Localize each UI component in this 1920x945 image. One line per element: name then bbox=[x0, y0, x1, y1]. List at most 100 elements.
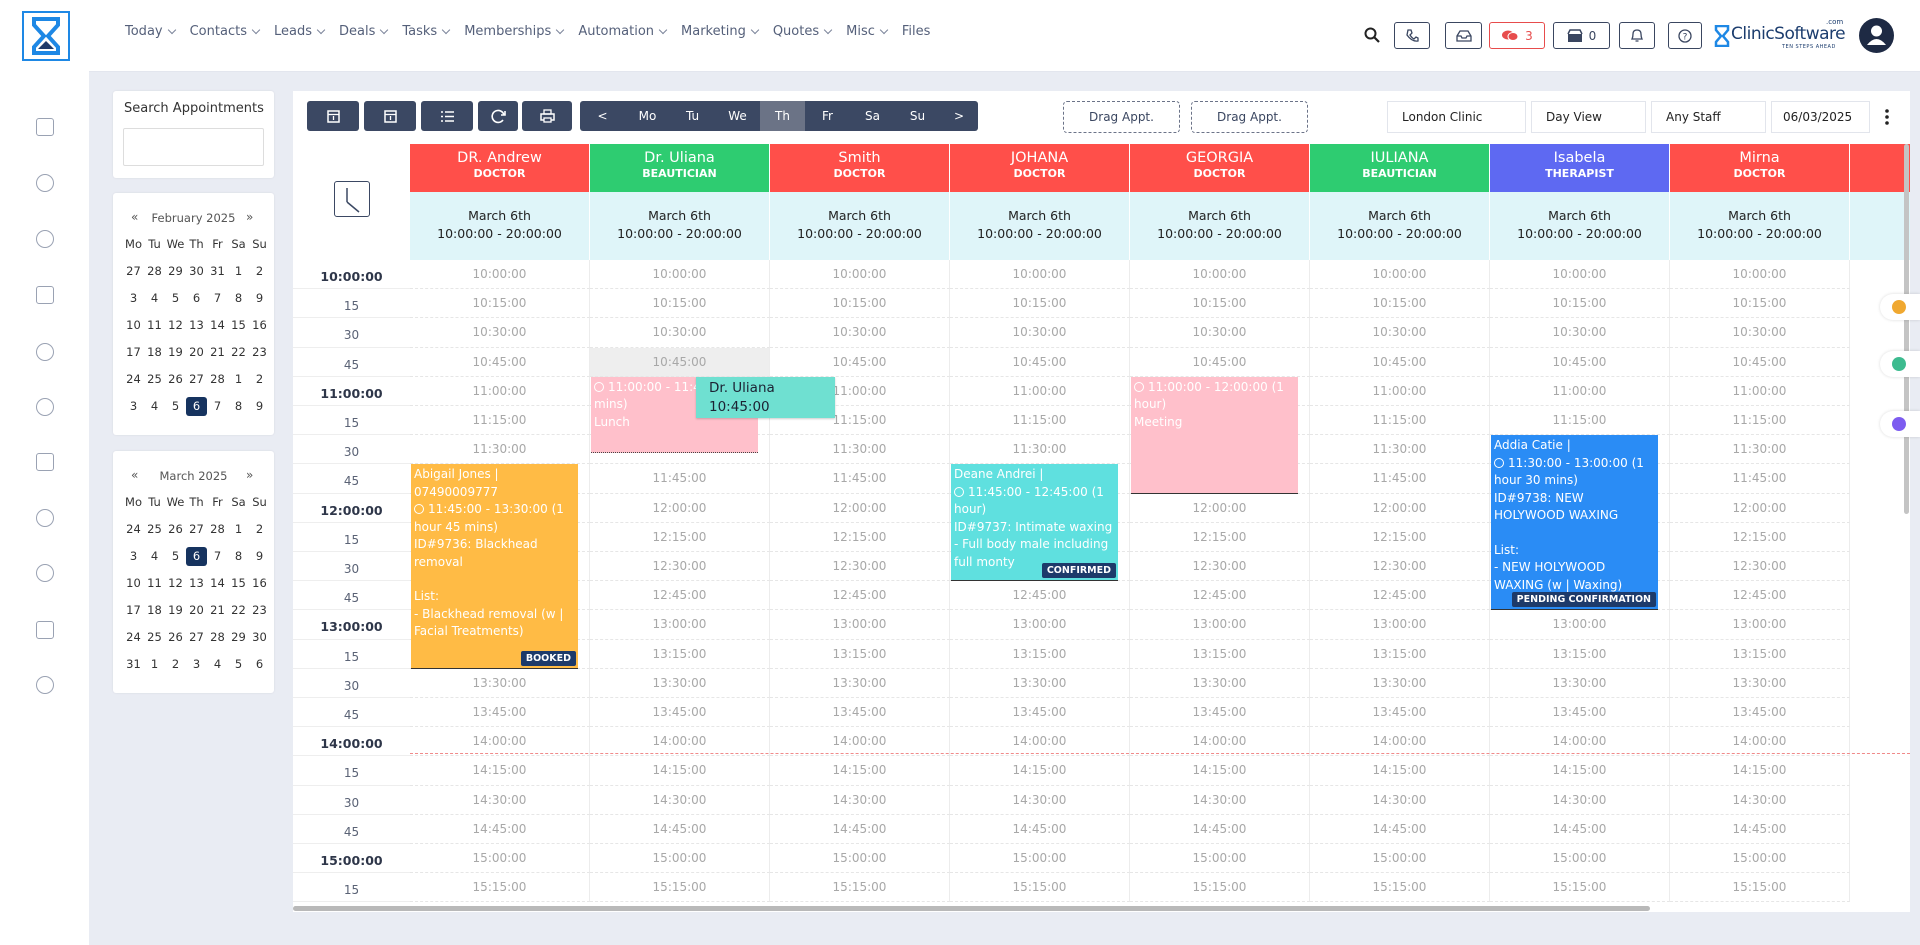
time-slot[interactable]: 14:00:00 bbox=[590, 727, 770, 757]
calendar-day[interactable]: 13 bbox=[189, 318, 204, 332]
time-slot[interactable]: 10:45:00 bbox=[950, 347, 1130, 377]
time-slot[interactable]: 14:45:00 bbox=[1130, 814, 1310, 844]
menu-item[interactable]: Misc bbox=[846, 24, 889, 39]
weekday-button[interactable]: Fr bbox=[822, 109, 833, 123]
time-slot[interactable]: 14:45:00 bbox=[1310, 814, 1490, 844]
horizontal-scrollbar[interactable] bbox=[293, 906, 1650, 911]
time-slot[interactable]: 12:45:00 bbox=[1670, 581, 1850, 611]
time-slot[interactable]: 13:45:00 bbox=[770, 698, 950, 728]
time-slot[interactable]: 14:45:00 bbox=[770, 814, 950, 844]
appointment[interactable]: Abigail Jones | 07490009777 11:45:00 - 13… bbox=[411, 464, 578, 669]
time-slot[interactable]: 15:15:00 bbox=[590, 873, 770, 903]
calendar-day[interactable]: 29 bbox=[168, 264, 183, 278]
time-slot[interactable]: 15:00:00 bbox=[770, 844, 950, 874]
time-slot[interactable]: 15:00:00 bbox=[1130, 844, 1310, 874]
time-slot[interactable]: 13:30:00 bbox=[1310, 668, 1490, 698]
calendar-day[interactable]: 11 bbox=[147, 576, 162, 590]
sidebar-icon[interactable] bbox=[36, 174, 54, 192]
help-button[interactable]: ? bbox=[1668, 22, 1702, 49]
menu-item[interactable]: Contacts bbox=[190, 24, 261, 39]
time-slot[interactable]: 15:00:00 bbox=[1310, 844, 1490, 874]
time-slot[interactable]: 13:15:00 bbox=[950, 639, 1130, 669]
time-slot[interactable]: 12:15:00 bbox=[590, 522, 770, 552]
weekday-button[interactable]: Th bbox=[760, 101, 805, 131]
brand[interactable]: ClinicSoftware .com TEN STEPS AHEAD bbox=[1714, 18, 1849, 52]
time-slot[interactable]: 14:00:00 bbox=[1310, 727, 1490, 757]
time-slot[interactable]: 13:00:00 bbox=[770, 610, 950, 640]
time-slot[interactable]: 12:00:00 bbox=[1670, 493, 1850, 523]
time-slot[interactable]: 11:15:00 bbox=[1310, 406, 1490, 436]
time-slot[interactable]: 15:15:00 bbox=[950, 873, 1130, 903]
time-slot[interactable]: 14:00:00 bbox=[1490, 727, 1670, 757]
time-slot[interactable]: 10:00:00 bbox=[590, 260, 770, 290]
calendar-day[interactable]: 24 bbox=[126, 372, 141, 386]
side-tab[interactable] bbox=[1880, 351, 1920, 377]
time-slot[interactable]: 13:30:00 bbox=[1490, 668, 1670, 698]
time-slot[interactable]: 11:00:00 bbox=[950, 376, 1130, 406]
time-slot[interactable]: 14:15:00 bbox=[770, 756, 950, 786]
calendar-next[interactable]: » bbox=[246, 210, 254, 224]
time-slot[interactable]: 13:30:00 bbox=[410, 668, 590, 698]
time-slot[interactable]: 10:45:00 bbox=[410, 347, 590, 377]
search-input[interactable] bbox=[123, 128, 264, 166]
time-slot[interactable]: 15:15:00 bbox=[1130, 873, 1310, 903]
calendar-day[interactable]: 4 bbox=[213, 657, 222, 671]
time-slot[interactable]: 14:15:00 bbox=[410, 756, 590, 786]
time-slot[interactable]: 10:15:00 bbox=[1490, 289, 1670, 319]
weekday-button[interactable]: Sa bbox=[865, 109, 880, 123]
calendar-day[interactable]: 4 bbox=[150, 549, 159, 563]
calendar-day[interactable]: 13 bbox=[189, 576, 204, 590]
time-slot[interactable]: 11:00:00 bbox=[770, 376, 950, 406]
menu-item[interactable]: Marketing bbox=[681, 24, 760, 39]
calendar-day[interactable]: 21 bbox=[210, 603, 225, 617]
time-slot[interactable]: 12:30:00 bbox=[770, 552, 950, 582]
time-slot[interactable]: 13:15:00 bbox=[1310, 639, 1490, 669]
time-slot[interactable]: 10:45:00 bbox=[770, 347, 950, 377]
time-slot[interactable]: 11:45:00 bbox=[770, 464, 950, 494]
calendar-day[interactable]: 25 bbox=[147, 630, 162, 644]
weekday-button[interactable]: We bbox=[728, 109, 747, 123]
time-slot[interactable]: 14:45:00 bbox=[950, 814, 1130, 844]
sidebar-icon[interactable] bbox=[36, 230, 54, 248]
location-select[interactable]: London Clinic bbox=[1387, 101, 1526, 133]
staff-header[interactable]: Isabela THERAPIST bbox=[1490, 144, 1670, 192]
time-slot[interactable]: 13:45:00 bbox=[1130, 698, 1310, 728]
calendar-day[interactable]: 3 bbox=[129, 291, 138, 305]
calendar-day[interactable]: 25 bbox=[147, 372, 162, 386]
staff-header[interactable]: Smith DOCTOR bbox=[770, 144, 950, 192]
calendar-day[interactable]: 12 bbox=[168, 576, 183, 590]
time-slot[interactable]: 15:00:00 bbox=[410, 844, 590, 874]
weekday-button[interactable]: Tu bbox=[685, 109, 700, 123]
calendar-day[interactable]: 15 bbox=[231, 576, 246, 590]
time-slot[interactable]: 11:00:00 bbox=[410, 376, 590, 406]
time-slot[interactable]: 14:30:00 bbox=[1130, 785, 1310, 815]
time-slot[interactable]: 10:15:00 bbox=[1130, 289, 1310, 319]
toolbar-icon-button[interactable] bbox=[307, 101, 359, 131]
time-slot[interactable]: 11:45:00 bbox=[1310, 464, 1490, 494]
time-slot[interactable]: 13:00:00 bbox=[950, 610, 1130, 640]
calendar-day[interactable]: 3 bbox=[192, 657, 201, 671]
calendar-day[interactable]: 28 bbox=[210, 630, 225, 644]
side-tab[interactable] bbox=[1880, 294, 1920, 320]
time-slot[interactable]: 11:30:00 bbox=[770, 435, 950, 465]
calendar-prev[interactable]: « bbox=[131, 210, 139, 224]
time-slot[interactable]: 13:45:00 bbox=[1490, 698, 1670, 728]
time-slot[interactable]: 10:30:00 bbox=[410, 318, 590, 348]
time-slot[interactable]: 10:15:00 bbox=[770, 289, 950, 319]
time-slot[interactable]: 13:00:00 bbox=[1490, 610, 1670, 640]
time-slot[interactable]: 10:00:00 bbox=[1670, 260, 1850, 290]
calendar-day[interactable]: 6 bbox=[186, 547, 207, 566]
calendar-day[interactable]: 27 bbox=[189, 522, 204, 536]
time-slot[interactable]: 15:15:00 bbox=[1310, 873, 1490, 903]
time-slot[interactable]: 15:15:00 bbox=[770, 873, 950, 903]
time-slot[interactable]: 12:15:00 bbox=[1310, 522, 1490, 552]
time-slot[interactable]: 14:30:00 bbox=[1490, 785, 1670, 815]
calendar-prev[interactable]: « bbox=[131, 468, 139, 482]
calendar-day[interactable]: 27 bbox=[189, 372, 204, 386]
time-slot[interactable]: 10:15:00 bbox=[1310, 289, 1490, 319]
calendar-day[interactable]: 8 bbox=[234, 399, 243, 413]
calendar-day[interactable]: 23 bbox=[252, 603, 267, 617]
time-slot[interactable]: 10:30:00 bbox=[950, 318, 1130, 348]
sidebar-icon[interactable] bbox=[36, 621, 54, 639]
drag-appointment[interactable]: Drag Appt. bbox=[1191, 101, 1308, 133]
